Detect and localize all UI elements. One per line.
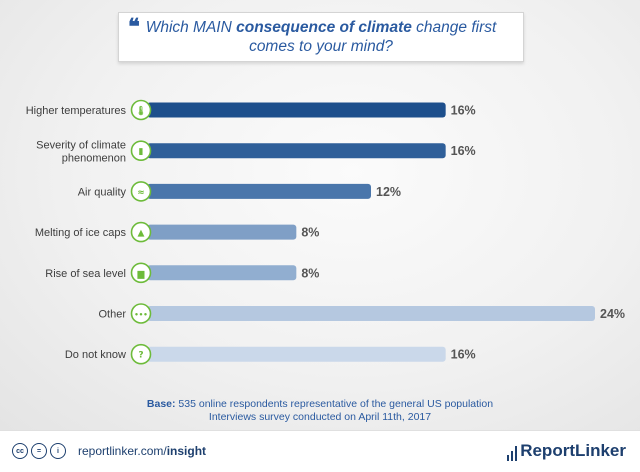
by-icon[interactable]: i [50,443,66,459]
nd-icon[interactable]: = [31,443,47,459]
sea-level-icon [130,262,152,284]
value-label: 8% [301,266,319,280]
ice-cap-icon [130,221,152,243]
bar [147,265,297,281]
value-label: 16% [451,104,476,118]
bar [147,306,595,321]
bar [147,346,446,362]
license-icons[interactable]: cc = i [12,443,66,459]
thermometer-icon [130,99,152,121]
bar-chart: Higher temperatures 🌡 16% Severity of clima… [26,99,625,365]
value-label: 24% [600,307,625,321]
bar [147,183,371,199]
cc-icon[interactable]: cc [12,443,28,459]
wind-icon-glyph: ≈ [137,188,145,198]
question-icon [130,343,152,365]
bar [147,102,446,118]
value-label: 16% [451,348,476,362]
category-label: Severity of climate phenomenon [36,140,126,165]
thermometer-icon-glyph: 🌡 [135,106,146,117]
dots-icon [130,303,152,324]
brand-logo[interactable]: ReportLinker [506,441,626,461]
bar [147,224,297,240]
chart-title: Which MAIN consequence of climate change… [145,19,497,55]
quote-icon: ❝ [128,14,140,40]
category-label: Do not know [65,349,126,361]
category-label: Rise of sea level [45,268,126,280]
chart-title-box: Which MAIN consequence of climate change… [118,12,524,62]
question-icon-glyph: ? [138,351,143,361]
brand-name: ReportLinker [520,441,626,460]
value-label: 8% [301,226,319,240]
chart-icon-glyph: ▮ [139,147,144,157]
footer: cc = i reportlinker.com/insight ReportLi… [0,430,640,472]
value-label: 16% [451,144,476,158]
wind-icon [130,181,152,202]
site-link[interactable]: reportlinker.com/insight [78,444,207,458]
category-label: Other [98,309,126,321]
brand-bars-icon [506,446,518,461]
category-label: Air quality [78,186,127,198]
base-note: Base: 535 online respondents representat… [146,398,494,423]
chart-icon [130,140,152,161]
sea-level-icon-glyph: ▆ [137,269,146,279]
ice-cap-icon-glyph: ▲ [138,229,145,239]
category-label: Higher temperatures [26,105,127,117]
category-label: Melting of ice caps [35,227,127,239]
value-label: 12% [376,185,401,199]
dots-icon-glyph: ••• [134,311,147,319]
bar [147,143,446,159]
